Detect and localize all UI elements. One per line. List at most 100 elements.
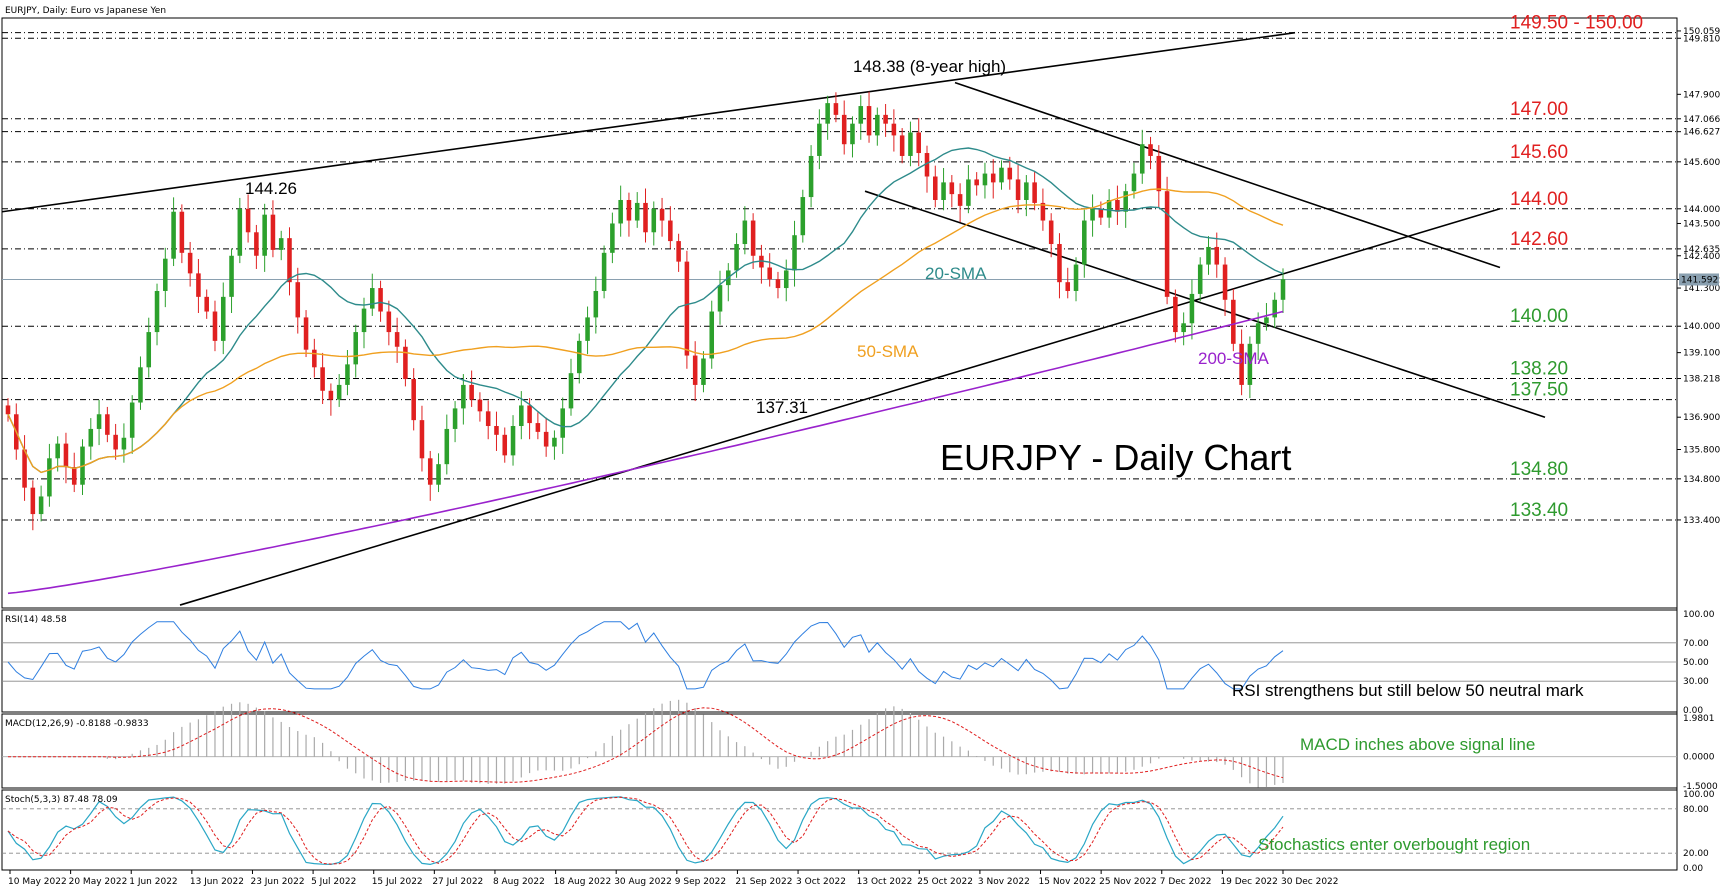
candle-body (502, 434, 508, 456)
candle-body (187, 252, 193, 274)
price-tick-label: 139.100 (1683, 349, 1720, 359)
price-tick-label: 142.400 (1683, 252, 1720, 262)
candle-body (171, 211, 176, 259)
candle-body (610, 223, 615, 253)
candle-body (701, 358, 706, 385)
stoch-note: Stochastics enter overbought region (1258, 835, 1530, 854)
stoch-tick-label: 80.00 (1683, 805, 1709, 815)
candle-body (1123, 191, 1128, 212)
candle-body (576, 340, 582, 374)
price-tick-label: 135.800 (1683, 445, 1720, 455)
rsi-tick-label: 50.00 (1683, 658, 1709, 668)
candle-body (717, 285, 723, 312)
price-tick-label: 143.500 (1683, 219, 1720, 229)
candle-body (1214, 246, 1220, 265)
rsi-line (7, 621, 1284, 690)
main-title: EURJPY - Daily Chart (940, 437, 1291, 478)
candle-body (742, 220, 748, 245)
level-label: 149.50 - 150.00 (1510, 13, 1643, 34)
candle-body (262, 214, 267, 256)
candle-body (361, 308, 367, 333)
date-tick-label: 1 Jun 2022 (129, 877, 177, 887)
candle-body (1015, 179, 1021, 200)
candle-body (394, 332, 400, 347)
price-tick-label: 147.066 (1683, 115, 1720, 125)
label-50-sma: 50-SMA (857, 342, 919, 361)
candle-body (833, 103, 839, 115)
candle-body (196, 273, 201, 297)
price-tick-label: 150.059 (1683, 27, 1720, 37)
rsi-tick-label: 0.00 (1683, 706, 1703, 716)
label-20-sma: 20-SMA (925, 264, 987, 283)
price-tick-label: 138.218 (1683, 375, 1720, 385)
candle-body (245, 208, 251, 233)
candle-body (966, 179, 971, 206)
price-tick-label: 141.300 (1683, 284, 1720, 294)
candle-body (1247, 343, 1253, 385)
trendline-rising-support (179, 208, 1501, 606)
candle-body (709, 311, 715, 359)
candle-body (370, 288, 375, 309)
candle-body (1082, 220, 1087, 265)
price-tick-label: 146.627 (1683, 128, 1720, 138)
candle-body (30, 487, 36, 515)
candle-body (692, 355, 698, 385)
candle-body (336, 384, 342, 400)
candle-body (1164, 191, 1170, 297)
candle-body (1057, 244, 1062, 283)
candle-body (411, 379, 416, 421)
candle-body (1206, 246, 1211, 265)
candle-body (1032, 182, 1037, 203)
candle-body (1148, 144, 1153, 156)
macd-tick-label: 1.9801 (1683, 714, 1715, 724)
level-label: 134.80 (1510, 459, 1568, 480)
candle-body (659, 208, 665, 221)
candle-body (1189, 293, 1195, 324)
candle-body (519, 405, 524, 427)
sma-50-line (7, 188, 1284, 474)
date-tick-label: 30 Dec 2022 (1281, 877, 1339, 887)
candle-body (5, 405, 11, 415)
date-tick-label: 3 Oct 2022 (796, 877, 846, 887)
candle-body (419, 420, 425, 459)
stoch-tick-label: 20.00 (1683, 849, 1709, 859)
candle-body (1048, 220, 1054, 245)
candle-body (1280, 279, 1286, 300)
date-tick-label: 30 Aug 2022 (614, 877, 672, 887)
rsi-label: RSI(14) 48.58 (5, 615, 67, 625)
trendline-upper-channel (1, 31, 1296, 213)
candle-body (452, 408, 458, 429)
candle-body (1040, 202, 1046, 221)
date-tick-label: 9 Sep 2022 (675, 877, 726, 887)
candle-body (1181, 323, 1186, 333)
candle-body (634, 202, 640, 221)
candle-body (593, 290, 599, 318)
candle-body (767, 267, 772, 280)
candle-body (295, 282, 301, 318)
candle-body (237, 208, 243, 256)
candle-body (278, 238, 284, 250)
date-tick-label: 3 Nov 2022 (978, 877, 1030, 887)
candle-body (957, 194, 963, 206)
candle-body (643, 202, 648, 233)
candle-body (444, 428, 450, 465)
candle-body (38, 496, 44, 515)
candle-body (982, 173, 988, 186)
candle-body (510, 426, 516, 456)
candle-body (1131, 173, 1137, 192)
candle-body (1231, 299, 1236, 344)
price-tick-label: 140.000 (1683, 322, 1720, 332)
candle-body (792, 235, 797, 271)
candle-body (154, 290, 160, 333)
candle-body (651, 208, 657, 233)
level-label: 133.40 (1510, 500, 1568, 521)
candle-body (875, 114, 880, 136)
candle-body (303, 317, 309, 350)
candle-body (105, 414, 110, 435)
candle-body (750, 220, 756, 256)
candle-body (568, 373, 574, 409)
current-price-label: 141.592 (1681, 275, 1718, 285)
candle-body (1255, 323, 1261, 344)
candle-body (949, 182, 955, 195)
stoch-signal-line (7, 796, 1284, 865)
